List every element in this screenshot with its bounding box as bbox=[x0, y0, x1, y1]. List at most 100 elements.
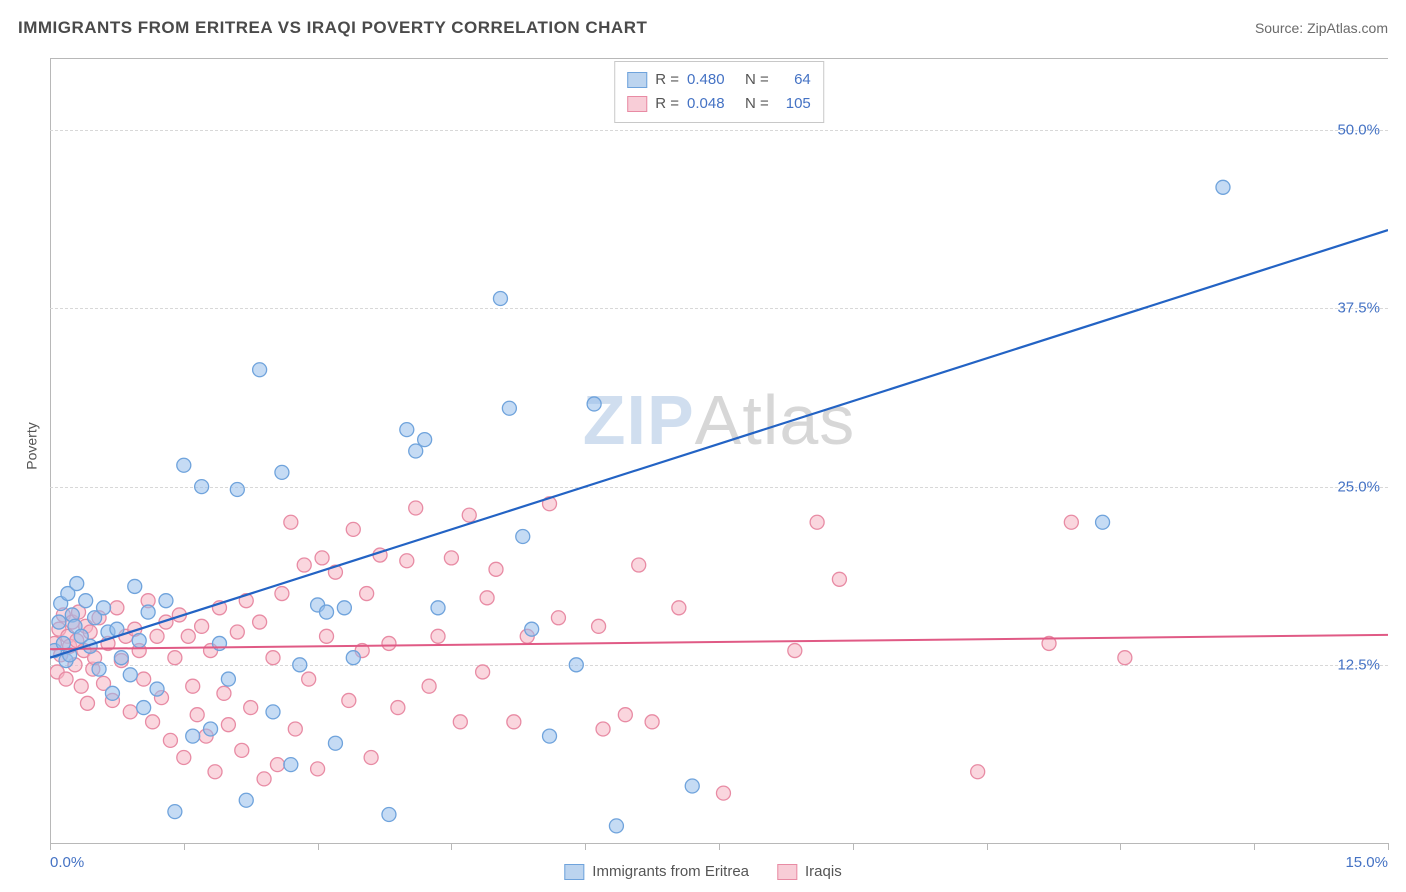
iraqis-point bbox=[618, 708, 632, 722]
iraqis-point bbox=[1118, 651, 1132, 665]
iraqis-point bbox=[422, 679, 436, 693]
iraqis-point bbox=[462, 508, 476, 522]
iraqis-point bbox=[59, 672, 73, 686]
iraqis-point bbox=[1064, 515, 1078, 529]
iraqis-point bbox=[409, 501, 423, 515]
legend-n-value: 64 bbox=[777, 68, 811, 92]
x-tick bbox=[1120, 843, 1121, 850]
eritrea-point bbox=[221, 672, 235, 686]
eritrea-point bbox=[195, 480, 209, 494]
iraqis-point bbox=[195, 619, 209, 633]
eritrea-point bbox=[1096, 515, 1110, 529]
iraqis-point bbox=[257, 772, 271, 786]
legend-r-value: 0.480 bbox=[687, 68, 737, 92]
eritrea-point bbox=[543, 729, 557, 743]
iraqis-point bbox=[400, 554, 414, 568]
series-legend: Immigrants from Eritrea Iraqis bbox=[564, 863, 841, 880]
plot-svg bbox=[50, 59, 1388, 843]
iraqis-trendline bbox=[50, 635, 1388, 649]
x-min-label: 0.0% bbox=[50, 854, 84, 871]
chart-title: IMMIGRANTS FROM ERITREA VS IRAQI POVERTY… bbox=[18, 18, 647, 38]
x-tick bbox=[719, 843, 720, 850]
iraqis-point bbox=[645, 715, 659, 729]
iraqis-point bbox=[507, 715, 521, 729]
correlation-legend: R =0.480N =64R =0.048N =105 bbox=[614, 61, 824, 123]
iraqis-point bbox=[110, 601, 124, 615]
legend-swatch bbox=[777, 864, 797, 880]
chart-header: IMMIGRANTS FROM ERITREA VS IRAQI POVERTY… bbox=[18, 18, 1388, 38]
legend-swatch bbox=[564, 864, 584, 880]
legend-swatch bbox=[627, 96, 647, 112]
eritrea-point bbox=[502, 401, 516, 415]
series-legend-label: Iraqis bbox=[805, 863, 842, 880]
eritrea-point bbox=[609, 819, 623, 833]
eritrea-point bbox=[328, 736, 342, 750]
eritrea-point bbox=[293, 658, 307, 672]
legend-row: R =0.480N =64 bbox=[627, 68, 811, 92]
eritrea-point bbox=[266, 705, 280, 719]
iraqis-point bbox=[551, 611, 565, 625]
series-legend-item: Immigrants from Eritrea bbox=[564, 863, 749, 880]
iraqis-point bbox=[253, 615, 267, 629]
iraqis-point bbox=[297, 558, 311, 572]
eritrea-point bbox=[230, 482, 244, 496]
eritrea-point bbox=[92, 662, 106, 676]
iraqis-point bbox=[146, 715, 160, 729]
iraqis-point bbox=[364, 750, 378, 764]
eritrea-point bbox=[320, 605, 334, 619]
iraqis-point bbox=[137, 672, 151, 686]
eritrea-point bbox=[177, 458, 191, 472]
iraqis-point bbox=[480, 591, 494, 605]
eritrea-trendline bbox=[50, 230, 1388, 658]
iraqis-point bbox=[971, 765, 985, 779]
y-axis-label: Poverty bbox=[24, 422, 40, 469]
iraqis-point bbox=[302, 672, 316, 686]
iraqis-point bbox=[284, 515, 298, 529]
x-tick bbox=[184, 843, 185, 850]
x-tick bbox=[1254, 843, 1255, 850]
iraqis-point bbox=[74, 679, 88, 693]
eritrea-point bbox=[97, 601, 111, 615]
x-max-label: 15.0% bbox=[1345, 854, 1388, 871]
x-tick bbox=[853, 843, 854, 850]
eritrea-point bbox=[168, 805, 182, 819]
eritrea-point bbox=[382, 807, 396, 821]
eritrea-point bbox=[1216, 180, 1230, 194]
eritrea-point bbox=[132, 634, 146, 648]
eritrea-point bbox=[493, 291, 507, 305]
source-label: Source: ZipAtlas.com bbox=[1255, 20, 1388, 36]
eritrea-point bbox=[70, 577, 84, 591]
plot-area: ZIPAtlas R =0.480N =64R =0.048N =105 12.… bbox=[50, 58, 1388, 844]
iraqis-point bbox=[244, 701, 258, 715]
eritrea-point bbox=[114, 651, 128, 665]
eritrea-point bbox=[79, 594, 93, 608]
iraqis-point bbox=[632, 558, 646, 572]
eritrea-point bbox=[400, 423, 414, 437]
iraqis-point bbox=[230, 625, 244, 639]
source-prefix: Source: bbox=[1255, 20, 1307, 36]
iraqis-point bbox=[288, 722, 302, 736]
iraqis-point bbox=[186, 679, 200, 693]
legend-n-label: N = bbox=[745, 92, 769, 116]
iraqis-point bbox=[382, 636, 396, 650]
iraqis-point bbox=[342, 693, 356, 707]
eritrea-point bbox=[105, 686, 119, 700]
eritrea-point bbox=[141, 605, 155, 619]
iraqis-point bbox=[346, 522, 360, 536]
eritrea-point bbox=[186, 729, 200, 743]
x-tick bbox=[451, 843, 452, 850]
x-tick bbox=[585, 843, 586, 850]
iraqis-point bbox=[275, 587, 289, 601]
x-tick bbox=[987, 843, 988, 850]
iraqis-point bbox=[80, 696, 94, 710]
iraqis-point bbox=[360, 587, 374, 601]
x-tick bbox=[1388, 843, 1389, 850]
iraqis-point bbox=[444, 551, 458, 565]
iraqis-point bbox=[181, 629, 195, 643]
eritrea-point bbox=[128, 579, 142, 593]
eritrea-point bbox=[525, 622, 539, 636]
iraqis-point bbox=[788, 644, 802, 658]
legend-row: R =0.048N =105 bbox=[627, 92, 811, 116]
iraqis-point bbox=[221, 718, 235, 732]
eritrea-point bbox=[685, 779, 699, 793]
